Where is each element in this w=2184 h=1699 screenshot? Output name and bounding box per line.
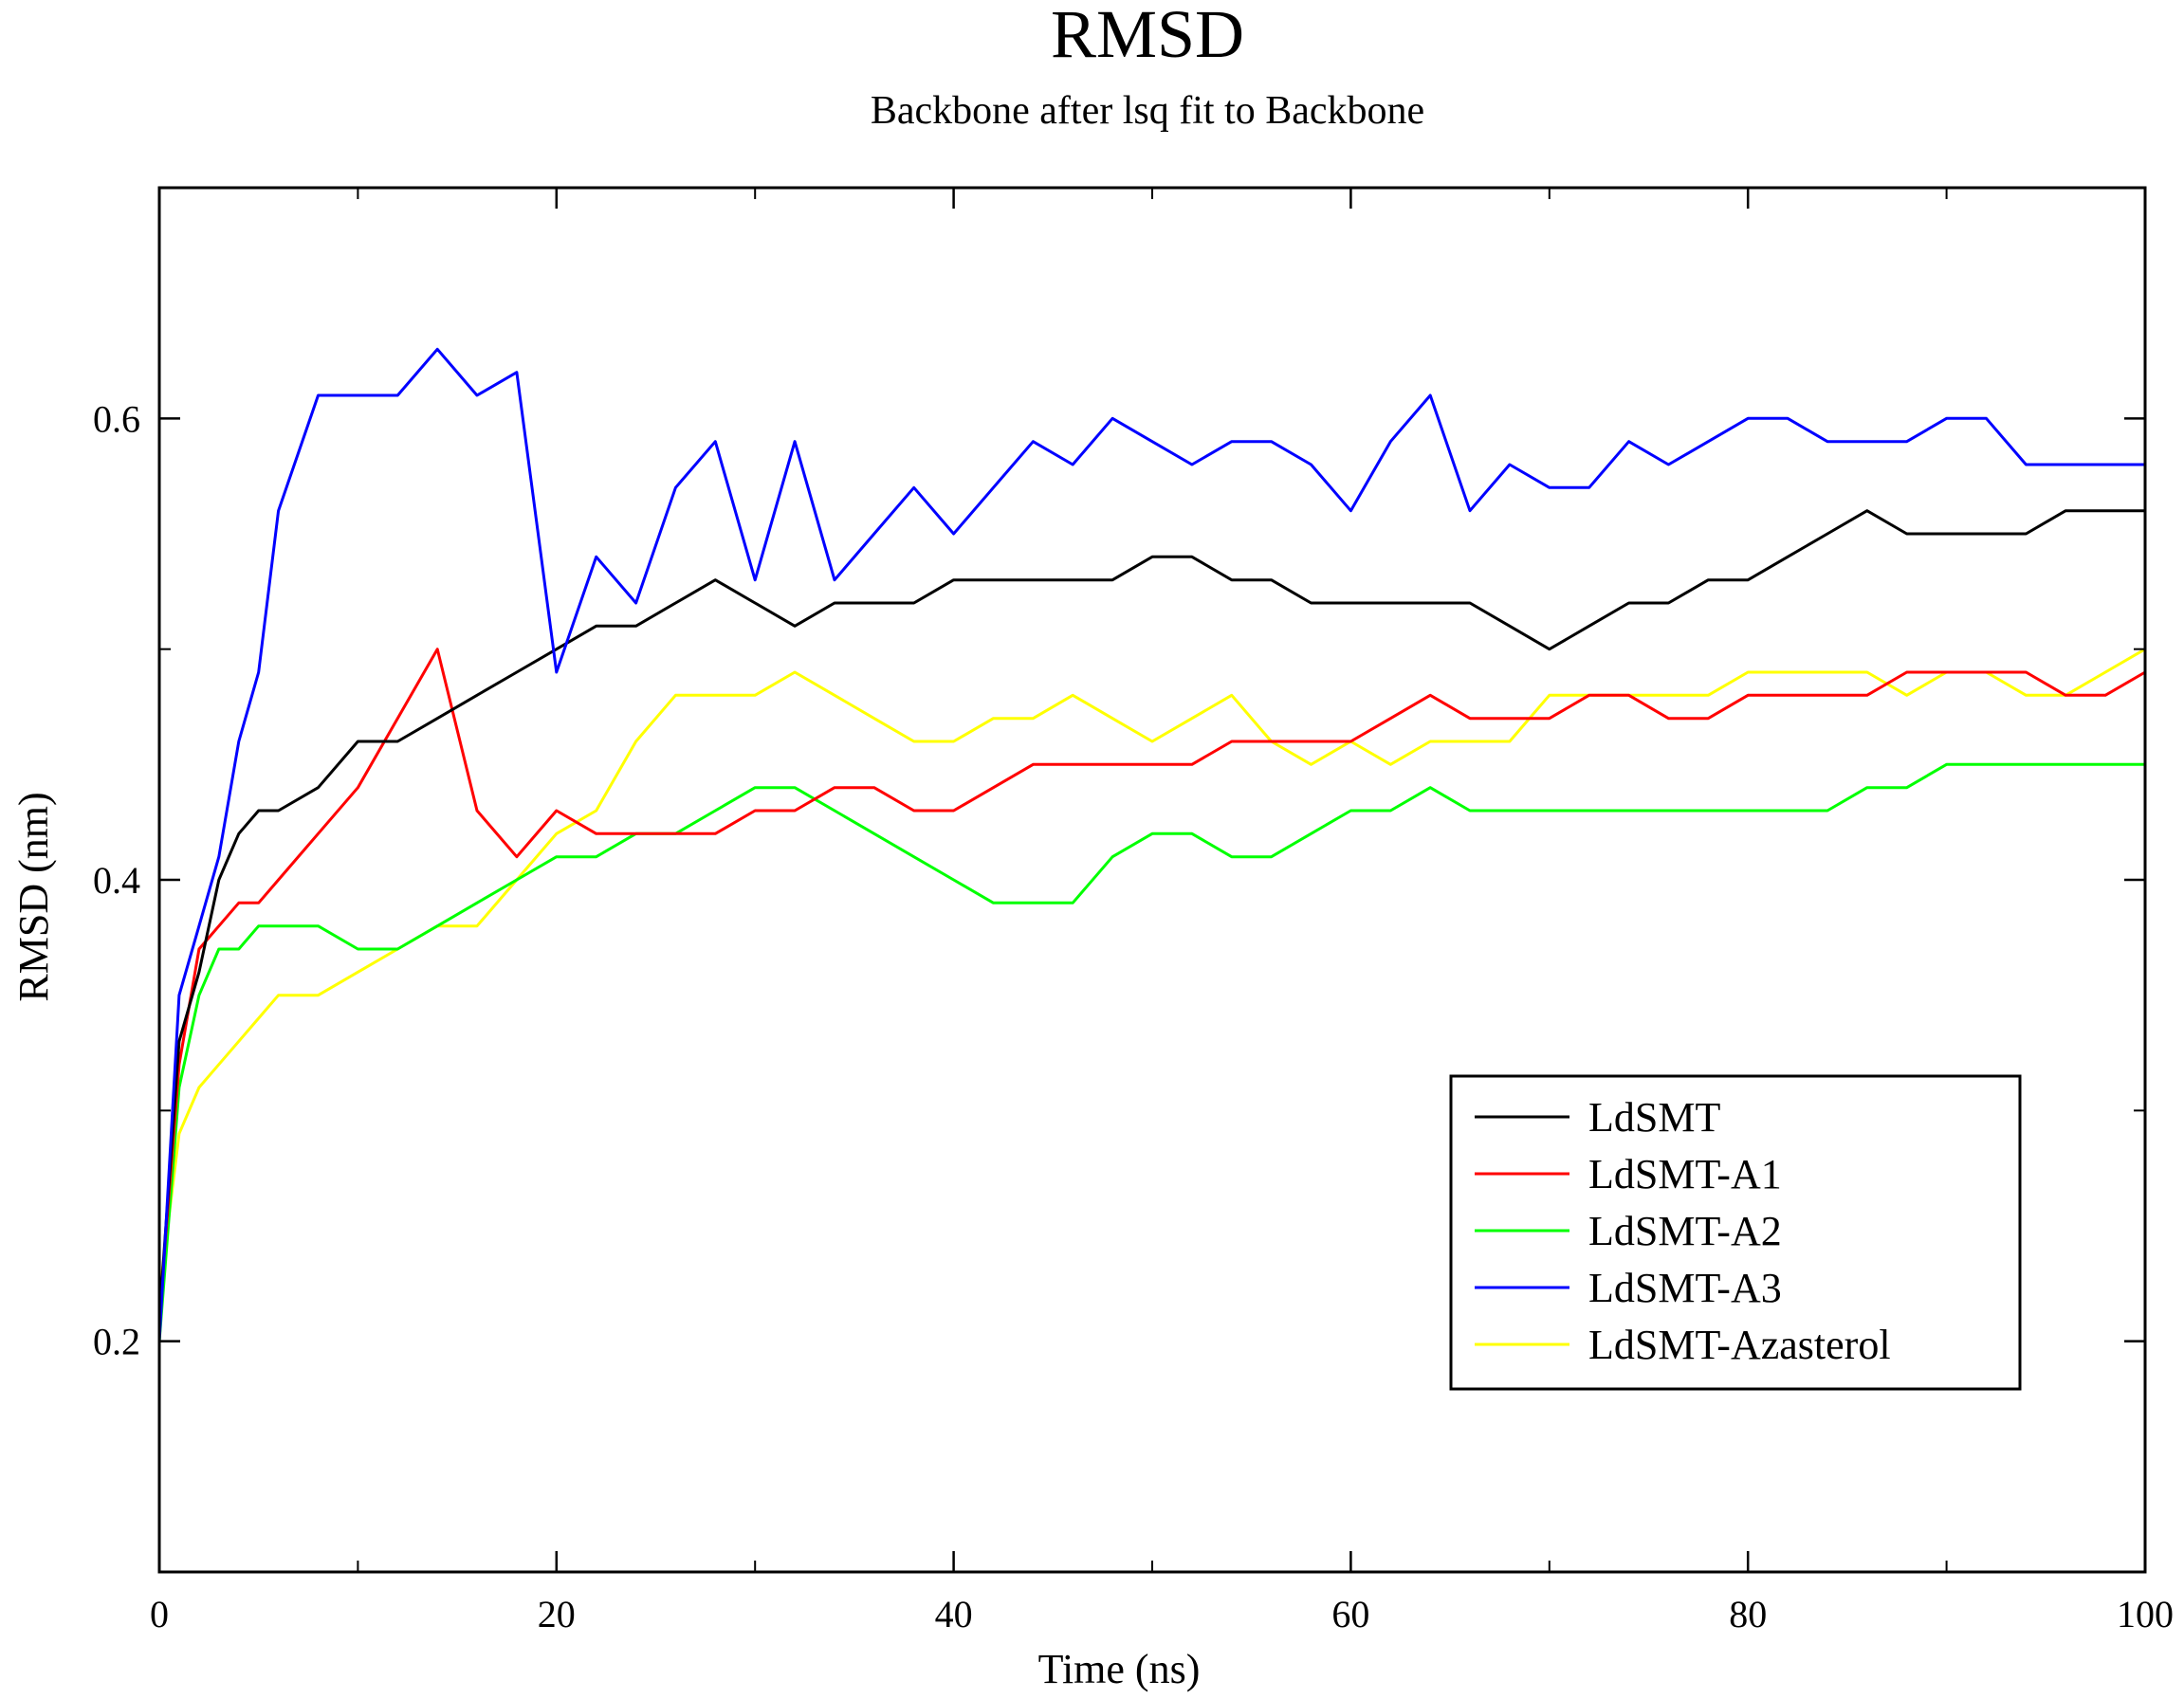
series-line-ldsmt-azasterol: [157, 648, 2146, 1296]
legend-label: LdSMT-A3: [1588, 1265, 1782, 1311]
ticks-layer: 0 20 40 60 80 100 0.2 0.4 0.6: [93, 188, 2174, 1635]
series-line-ldsmt-a3: [157, 347, 2145, 1342]
x-tick-label: 100: [2117, 1593, 2174, 1635]
y-tick-label: 0.2: [93, 1321, 140, 1363]
x-tick-label: 20: [538, 1593, 576, 1635]
legend: LdSMT LdSMT-A1 LdSMT-A2 LdSMT-A3 LdSMT-Azast…: [1449, 1074, 2022, 1391]
legend-label: LdSMT-Azasterol: [1588, 1322, 1891, 1368]
y-tick-label: 0.4: [93, 859, 140, 902]
legend-label: LdSMT: [1588, 1094, 1720, 1141]
y-tick-label: 0.6: [93, 397, 140, 440]
legend-label: LdSMT-A2: [1588, 1208, 1782, 1254]
series-line-ldsmt: [157, 509, 2145, 1319]
x-tick-label: 60: [1331, 1593, 1369, 1635]
chart-subtitle: Backbone after lsq fit to Backbone: [871, 89, 1424, 133]
x-tick-label: 40: [935, 1593, 973, 1635]
y-axis-label: RMSD (nm): [10, 792, 57, 1001]
series-layer: [157, 347, 2146, 1342]
legend-label: LdSMT-A1: [1588, 1151, 1782, 1197]
x-axis-label: Time (ns): [1038, 1646, 1201, 1692]
series-line-ldsmt-a2: [157, 762, 2145, 1342]
series-line-ldsmt-a1: [157, 648, 2146, 1319]
x-tick-label: 80: [1729, 1593, 1767, 1635]
chart-title: RMSD: [1051, 0, 1244, 72]
x-tick-label: 0: [150, 1593, 169, 1635]
legend-box: [1449, 1074, 2022, 1391]
